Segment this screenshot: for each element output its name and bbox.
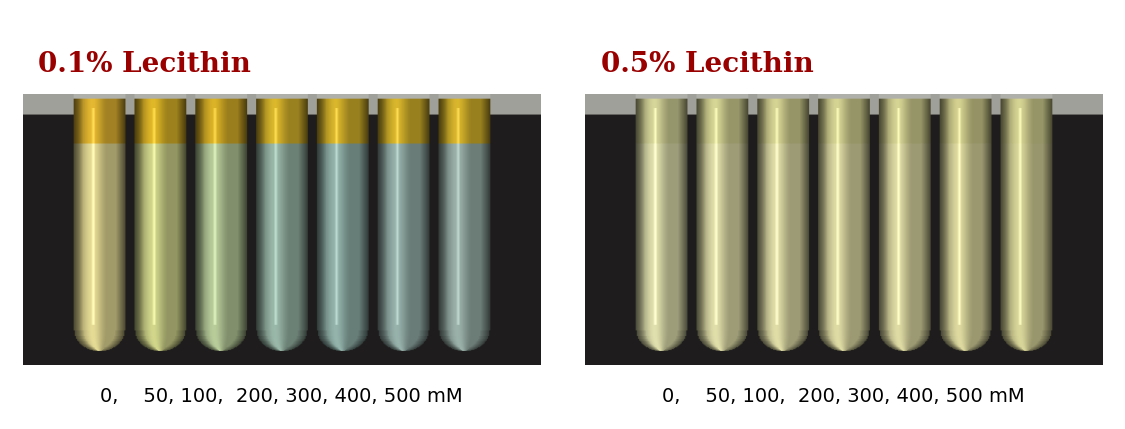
Text: 0.5% Lecithin: 0.5% Lecithin — [601, 51, 813, 78]
Text: 0,    50, 100,  200, 300, 400, 500 mM: 0, 50, 100, 200, 300, 400, 500 mM — [663, 387, 1025, 406]
Text: 0,    50, 100,  200, 300, 400, 500 mM: 0, 50, 100, 200, 300, 400, 500 mM — [100, 387, 462, 406]
Text: 0.1% Lecithin: 0.1% Lecithin — [38, 51, 251, 78]
